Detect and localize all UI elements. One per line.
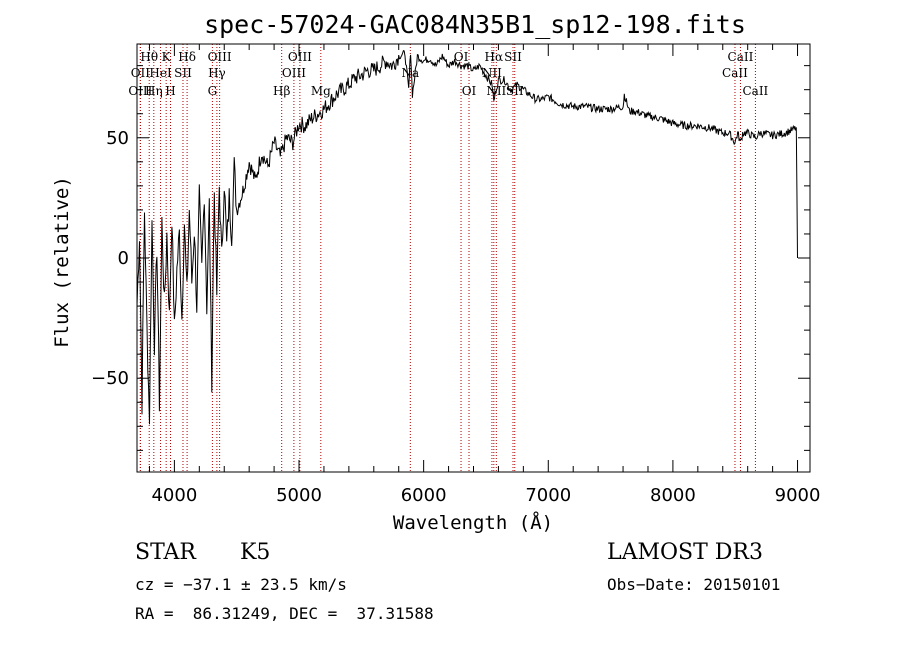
y-tick-label: 0 xyxy=(118,248,129,269)
x-tick-label: 6000 xyxy=(401,485,447,506)
line-label-25: CaII xyxy=(722,66,748,80)
line-label-0: Hθ xyxy=(140,50,158,64)
x-axis-label: Wavelength (Å) xyxy=(393,511,553,534)
line-label-20: SII xyxy=(504,50,522,64)
line-label-3: K xyxy=(162,50,172,64)
line-label-18: OI xyxy=(462,84,477,98)
chart-title: spec-57024-GAC084N35B1_sp12-198.fits xyxy=(204,10,746,39)
line-label-21: NII xyxy=(482,66,502,80)
line-label-2: OIII xyxy=(128,84,152,98)
x-tick-label: 7000 xyxy=(525,485,571,506)
line-label-24: CaII xyxy=(728,50,754,64)
x-tick-label: 9000 xyxy=(775,485,821,506)
line-label-14: Hβ xyxy=(273,84,290,98)
line-label-4: HeI xyxy=(149,66,172,80)
line-label-17: OI xyxy=(454,50,469,64)
line-label-13: OIII xyxy=(282,66,306,80)
x-tick-label: 5000 xyxy=(276,485,322,506)
spectral-line-markers xyxy=(139,44,756,472)
line-label-1: OII xyxy=(131,66,151,80)
subclass-label: K5 xyxy=(240,540,271,565)
class-label: STAR xyxy=(135,540,196,565)
coordinates-readout: RA = 86.31249, DEC = 37.31588 xyxy=(135,604,434,623)
x-tick-label: 4000 xyxy=(151,485,197,506)
line-label-5: Hη xyxy=(145,84,163,98)
line-label-19: Hα xyxy=(485,50,504,64)
line-label-8: Hδ xyxy=(178,50,196,64)
redshift-readout: cz = −37.1 ± 23.5 km/s xyxy=(135,575,347,594)
survey-label: LAMOST DR3 xyxy=(607,540,763,565)
line-label-9: OIII xyxy=(208,50,232,64)
line-label-10: Hγ xyxy=(208,66,226,80)
spectrum-series xyxy=(136,50,798,425)
line-label-16: Na xyxy=(401,66,419,80)
plot-frame xyxy=(136,43,811,473)
x-tick-label: 8000 xyxy=(650,485,696,506)
line-label-26: CaII xyxy=(742,84,768,98)
line-label-7: H xyxy=(165,84,175,98)
y-tick-label: 50 xyxy=(106,128,129,149)
line-label-6: SII xyxy=(174,66,192,80)
y-axis-label: Flux (relative) xyxy=(51,176,73,348)
y-tick-label: −50 xyxy=(91,368,129,389)
line-label-12: OIII xyxy=(288,50,312,64)
obs-date: Obs−Date: 20150101 xyxy=(607,575,781,594)
spectral-line-labels: Hθ OII OIII K HeI Hη SII H Hδ OIII Hγ G OIII OIII Hβ Mg… xyxy=(128,50,768,98)
spectrum-line xyxy=(136,50,798,425)
line-label-15: Mg xyxy=(311,84,331,98)
axis-ticks: 4000 5000 6000 7000 8000 9000 −50 0 50 xyxy=(91,44,820,506)
line-label-11: G xyxy=(208,84,218,98)
